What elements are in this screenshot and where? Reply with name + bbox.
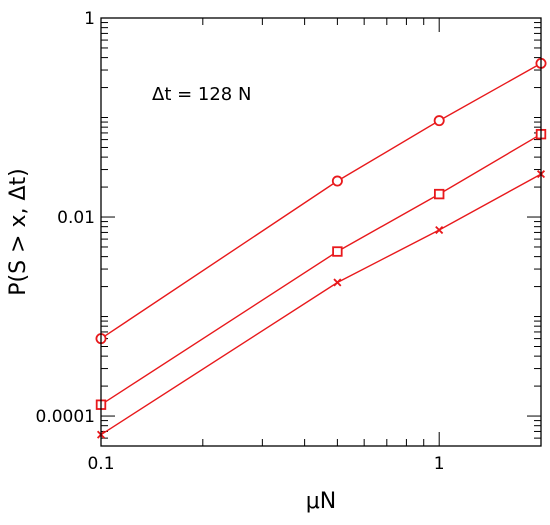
plot-series [95,57,547,439]
data-point-circle [331,175,343,187]
y-axis-label: P(S > x, Δt) [6,168,31,296]
tick-labels: 0.0001 0.01 1 0.1 1 [36,9,445,474]
x-tick-label: 0.1 [87,454,114,474]
axis-ticks [100,17,542,447]
x-axis-label: μN [306,489,336,514]
x-tick-label: 1 [434,454,445,474]
y-tick-label: 0.0001 [36,407,95,427]
data-point-cross [435,225,444,235]
data-point-cross [333,278,342,287]
y-tick-label: 0.01 [57,208,95,228]
data-point-circle [433,115,445,127]
delta-t-annotation: Δt = 128 N [152,84,251,105]
series-line [100,173,542,436]
series-square [95,128,547,410]
y-tick-label: 1 [84,9,95,29]
data-point-square [433,188,445,200]
series-cross [96,170,546,439]
plot-frame [100,17,542,447]
series-line [100,62,542,340]
series-line [100,133,542,406]
data-point-square [332,246,343,257]
